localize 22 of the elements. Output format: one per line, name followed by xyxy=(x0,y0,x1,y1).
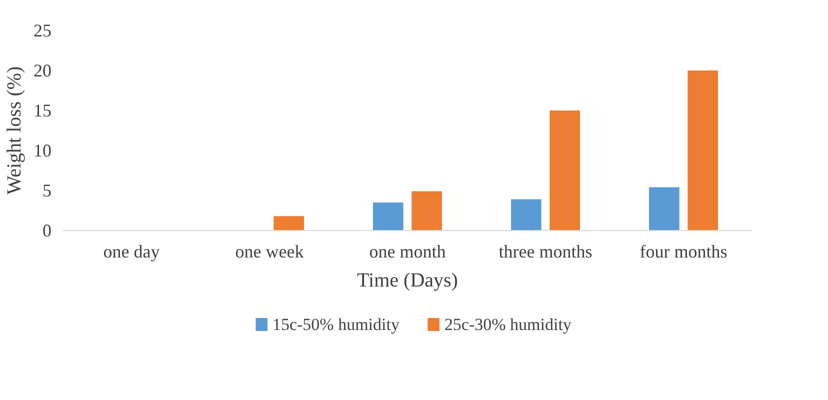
x-tick-label: one week xyxy=(235,242,304,262)
y-tick-label: 15 xyxy=(34,100,52,120)
legend-label: 15c-50% humidity xyxy=(272,315,400,334)
x-axis-title: Time (Days) xyxy=(357,270,458,292)
bar xyxy=(274,216,304,230)
x-tick-label: one month xyxy=(369,242,446,262)
y-tick-label: 25 xyxy=(34,20,52,40)
x-tick-label: four months xyxy=(640,242,728,262)
bar xyxy=(373,202,404,230)
bar xyxy=(550,110,580,230)
y-tick-label: 0 xyxy=(42,220,52,240)
x-tick-label: one day xyxy=(103,242,160,262)
y-tick-label: 5 xyxy=(42,180,52,200)
x-tick-label: three months xyxy=(498,242,592,262)
bar xyxy=(649,187,680,230)
bar xyxy=(511,199,542,230)
bar xyxy=(412,191,442,230)
y-tick-label: 20 xyxy=(34,60,52,80)
legend-label: 25c-30% humidity xyxy=(444,315,572,334)
y-axis-title: Weight loss (%) xyxy=(4,66,26,195)
bar xyxy=(688,70,718,230)
y-tick-label: 10 xyxy=(34,140,52,160)
